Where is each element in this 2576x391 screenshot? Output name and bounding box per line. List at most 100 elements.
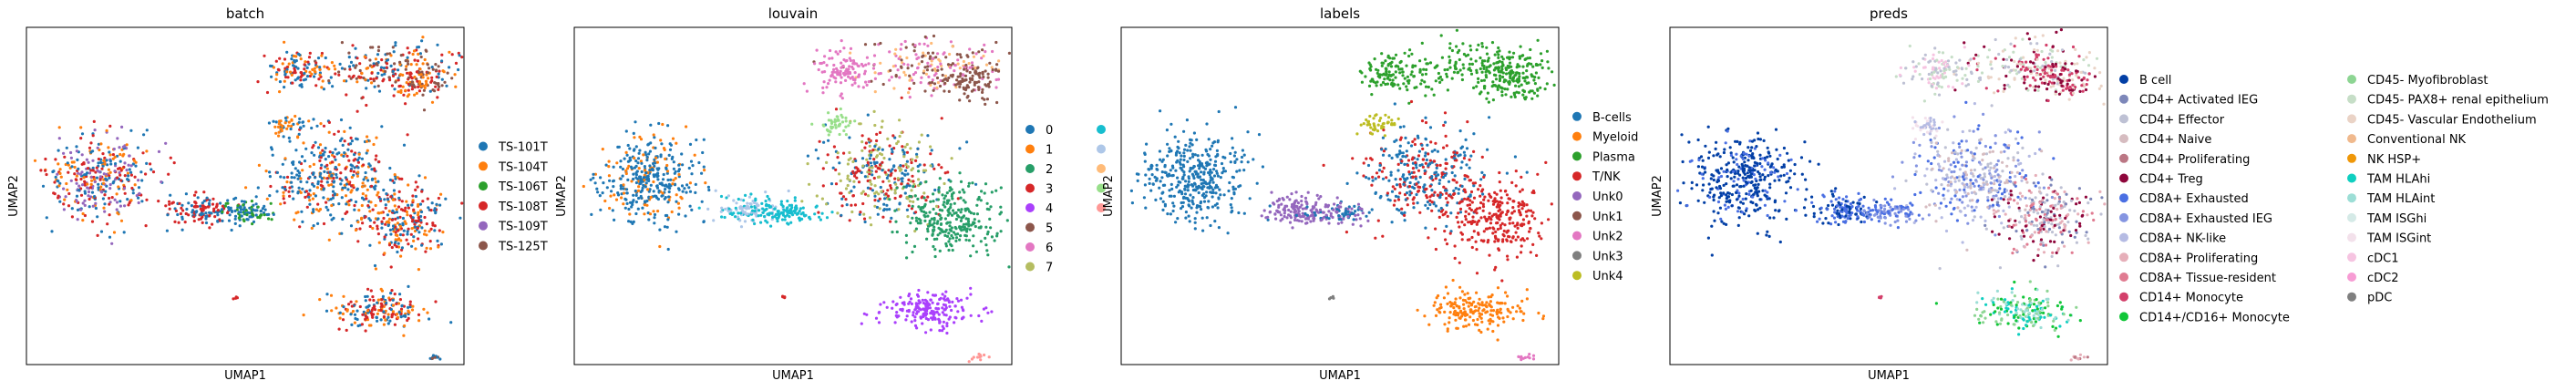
data-point — [1444, 158, 1448, 161]
data-point — [385, 58, 388, 62]
data-point — [1461, 42, 1465, 46]
data-point — [76, 208, 80, 211]
data-point — [298, 117, 302, 120]
data-point — [1403, 51, 1406, 55]
data-point — [977, 226, 981, 230]
data-point — [93, 129, 97, 132]
data-point — [394, 80, 397, 84]
data-point — [113, 155, 117, 159]
data-point — [907, 294, 911, 298]
data-point — [368, 298, 372, 302]
data-point — [909, 297, 913, 301]
data-point — [897, 166, 901, 170]
data-point — [340, 179, 344, 182]
data-point — [1405, 149, 1408, 153]
data-point — [958, 190, 962, 194]
data-point — [366, 315, 369, 319]
data-point — [840, 97, 844, 100]
data-point — [897, 57, 901, 60]
data-point — [1396, 83, 1400, 87]
data-point — [582, 184, 585, 189]
data-point — [888, 144, 891, 148]
data-point — [1411, 64, 1415, 67]
data-point — [687, 186, 691, 190]
data-point — [344, 176, 347, 180]
data-point — [653, 216, 656, 220]
data-point — [737, 211, 740, 215]
data-point — [1376, 71, 1379, 75]
data-point — [1158, 186, 1161, 190]
data-point — [1420, 78, 1424, 82]
data-point — [836, 151, 840, 155]
data-point — [918, 42, 922, 46]
data-point — [1523, 76, 1527, 80]
data-point — [933, 237, 936, 242]
data-point — [1390, 190, 1395, 193]
data-point — [302, 124, 305, 128]
data-point — [881, 169, 884, 172]
data-point — [964, 238, 968, 242]
data-point — [407, 227, 410, 231]
data-point — [235, 296, 239, 300]
data-point — [902, 70, 906, 74]
data-point — [285, 180, 289, 184]
data-point — [194, 190, 198, 194]
data-point — [108, 153, 112, 157]
data-point — [912, 200, 915, 203]
data-point — [258, 214, 262, 218]
data-point — [979, 240, 983, 243]
data-point — [972, 234, 975, 238]
data-point — [848, 136, 851, 139]
data-point — [878, 207, 881, 211]
data-point — [1211, 144, 1214, 148]
data-point — [1503, 87, 1507, 91]
data-point — [287, 120, 291, 124]
data-point — [1185, 118, 1189, 122]
data-point — [365, 197, 368, 201]
legend-item: 2 — [1025, 163, 1053, 177]
data-point — [1384, 82, 1387, 87]
data-point — [1424, 116, 1427, 119]
data-point — [1198, 175, 1201, 179]
data-point — [406, 213, 409, 217]
data-point — [1381, 153, 1386, 157]
data-point — [1534, 63, 1538, 67]
data-point — [392, 94, 396, 98]
data-point — [937, 186, 941, 190]
data-point — [312, 171, 315, 175]
data-point — [958, 67, 962, 70]
data-point — [1409, 99, 1414, 104]
data-point — [1178, 189, 1181, 192]
data-point — [398, 224, 402, 228]
data-point — [827, 129, 830, 133]
data-point — [941, 306, 944, 310]
data-point — [1392, 57, 1396, 60]
data-point — [394, 231, 397, 234]
data-point — [123, 161, 127, 165]
data-point — [800, 200, 804, 203]
data-point — [1171, 166, 1175, 170]
data-point — [933, 218, 936, 221]
data-point — [419, 210, 424, 214]
data-point — [982, 75, 985, 79]
data-point — [915, 293, 920, 297]
data-point — [376, 63, 379, 67]
data-point — [928, 221, 932, 225]
data-point — [950, 233, 953, 238]
data-point — [306, 192, 311, 196]
data-point — [453, 73, 457, 77]
data-point — [984, 63, 989, 67]
data-point — [1446, 88, 1449, 92]
data-point — [1514, 84, 1518, 87]
data-point — [989, 226, 993, 230]
data-point — [829, 126, 833, 129]
data-point — [398, 298, 402, 302]
data-point — [941, 73, 944, 77]
data-point — [666, 218, 670, 221]
data-point — [908, 78, 912, 82]
data-point — [963, 190, 966, 194]
data-point — [702, 165, 706, 169]
data-point — [371, 208, 375, 211]
data-point — [658, 228, 662, 232]
